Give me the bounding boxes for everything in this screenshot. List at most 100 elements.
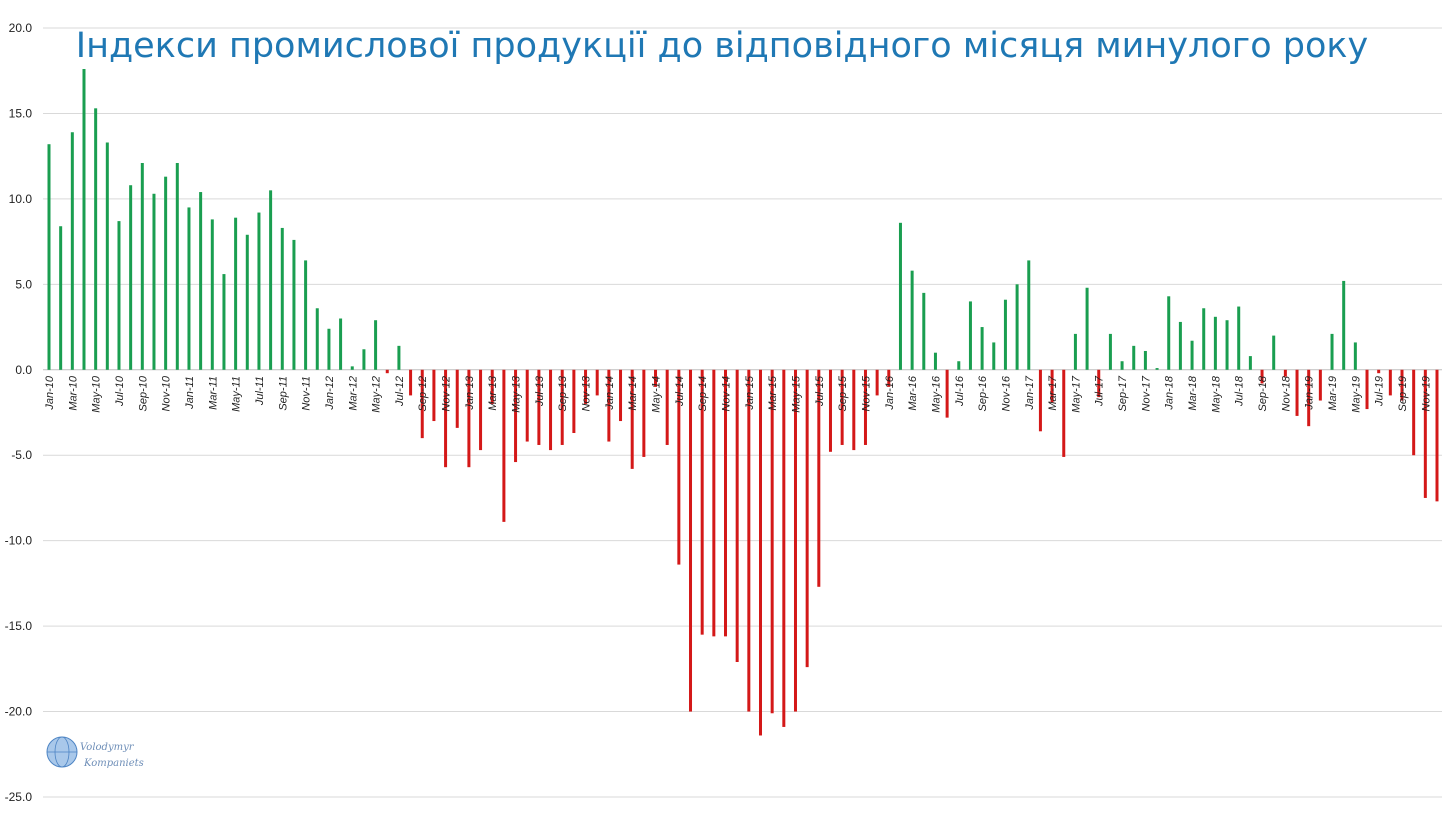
x-tick-label: Jul-17 (1094, 375, 1106, 407)
bar-May-15 (793, 369, 797, 712)
x-tick-label: May-14 (651, 376, 663, 413)
x-tick-label: Jan-17 (1024, 375, 1036, 411)
x-tick-label: Mar-10 (67, 375, 79, 411)
bar-Jan-16 (887, 369, 891, 387)
bar-Mar-15 (770, 369, 774, 714)
bar-Nov-15 (863, 369, 867, 445)
bar-Jan-14 (607, 369, 611, 442)
x-tick-label: Jan-10 (44, 375, 56, 411)
bar-Oct-15 (852, 369, 856, 451)
bar-Oct-17 (1132, 345, 1136, 370)
x-tick-label: Sep-19 (1397, 376, 1409, 411)
bar-Jan-11 (187, 207, 191, 370)
bar-May-14 (654, 369, 658, 387)
bar-Jan-13 (467, 369, 471, 468)
bar-Nov-12 (444, 369, 448, 468)
bar-May-17 (1073, 333, 1077, 370)
bar-Sep-13 (560, 369, 564, 445)
bar-Apr-17 (1062, 369, 1066, 457)
bar-Mar-17 (1050, 369, 1054, 403)
bar-May-11 (234, 217, 238, 370)
x-tick-label: Nov-11 (301, 376, 313, 411)
bar-Jul-15 (817, 369, 821, 587)
x-tick-label: Mar-18 (1187, 375, 1199, 411)
bar-Aug-13 (549, 369, 553, 451)
bar-Jul-13 (537, 369, 541, 445)
bar-Jul-16 (957, 361, 961, 370)
bar-Jan-17 (1027, 260, 1031, 370)
bar-Jan-18 (1167, 296, 1171, 370)
bar-Aug-17 (1108, 333, 1112, 370)
chart-title: Індекси промислової продукції до відпові… (76, 26, 1368, 66)
x-tick-label: Mar-11 (207, 376, 219, 410)
bar-Jan-15 (747, 369, 751, 712)
bar-Jan-10 (47, 144, 51, 370)
bar-Jul-11 (257, 212, 261, 370)
bar-Jul-19 (1377, 369, 1381, 374)
x-tick-label: Jul-18 (1234, 375, 1246, 407)
x-tick-label: Jul-14 (674, 376, 686, 407)
bar-Dec-14 (735, 369, 739, 662)
bar-Dec-16 (1015, 284, 1019, 370)
x-tick-label: May-16 (930, 375, 942, 413)
bar-May-18 (1213, 316, 1217, 370)
x-tick-label: Sep-18 (1257, 375, 1269, 411)
x-tick-label: Sep-15 (837, 375, 849, 411)
bar-Aug-10 (129, 185, 133, 370)
x-tick-label: Jul-16 (954, 375, 966, 407)
bar-Apr-12 (362, 349, 366, 370)
bar-Mar-14 (630, 369, 634, 469)
bar-Feb-17 (1038, 369, 1042, 432)
bar-Nov-14 (724, 369, 728, 637)
bar-May-19 (1353, 342, 1357, 370)
bar-Apr-15 (782, 369, 786, 727)
x-tick-label: Sep-10 (137, 375, 149, 411)
x-tick-label: May-19 (1350, 376, 1362, 413)
x-tick-label: May-18 (1210, 375, 1222, 413)
y-tick-label: 5.0 (15, 277, 32, 291)
x-tick-label: Jul-10 (114, 375, 126, 407)
bar-Nov-11 (304, 260, 308, 370)
bar-Sep-10 (140, 163, 144, 370)
bar-Aug-16 (968, 301, 972, 370)
x-tick-label: Sep-12 (417, 376, 429, 411)
bar-Sep-17 (1120, 361, 1124, 370)
bar-Dec-19 (1435, 369, 1439, 502)
bar-Jun-19 (1365, 369, 1369, 410)
x-tick-label: Mar-13 (487, 375, 499, 411)
bar-Oct-13 (572, 369, 576, 434)
bar-Feb-12 (339, 318, 343, 370)
x-tick-label: May-17 (1070, 375, 1082, 413)
bar-Apr-11 (222, 274, 226, 370)
x-tick-label: Jan-14 (604, 376, 616, 411)
bar-Jun-15 (805, 369, 809, 668)
x-tick-label: Jan-18 (1164, 375, 1176, 411)
bar-Mar-10 (70, 132, 74, 370)
x-tick-label: May-15 (790, 375, 802, 413)
bar-Dec-13 (595, 369, 599, 396)
x-axis: Jan-10 Mar-10 May-10 Jul-10 Sep-10 Nov-10 Jan-… (44, 375, 1432, 413)
bar-May-13 (514, 369, 518, 463)
bar-Jun-16 (945, 369, 949, 418)
bar-Jul-18 (1237, 306, 1241, 370)
bar-Sep-19 (1400, 369, 1404, 401)
bar-Mar-18 (1190, 340, 1194, 370)
bar-Aug-11 (269, 190, 273, 370)
bar-Nov-19 (1423, 369, 1427, 498)
x-tick-label: Jan-15 (744, 375, 756, 411)
bar-Sep-14 (700, 369, 704, 635)
bar-Jun-18 (1225, 320, 1229, 370)
x-tick-label: Mar-16 (907, 375, 919, 411)
x-tick-label: Nov-12 (441, 376, 453, 411)
y-axis: 20.0 15.0 10.0 5.0 0.0 -5.0 -10.0 -15.0 -20.0 -25… (5, 21, 33, 804)
x-tick-label: Nov-18 (1280, 375, 1292, 411)
x-tick-label: Nov-13 (581, 375, 593, 411)
bar-Aug-15 (828, 369, 832, 452)
bar-Jul-14 (677, 369, 681, 565)
x-tick-label: Jan-11 (184, 376, 196, 410)
y-tick-label: -15.0 (5, 619, 33, 633)
bar-Apr-14 (642, 369, 646, 457)
x-tick-label: Nov-16 (1000, 375, 1012, 411)
bar-Sep-11 (280, 227, 284, 370)
